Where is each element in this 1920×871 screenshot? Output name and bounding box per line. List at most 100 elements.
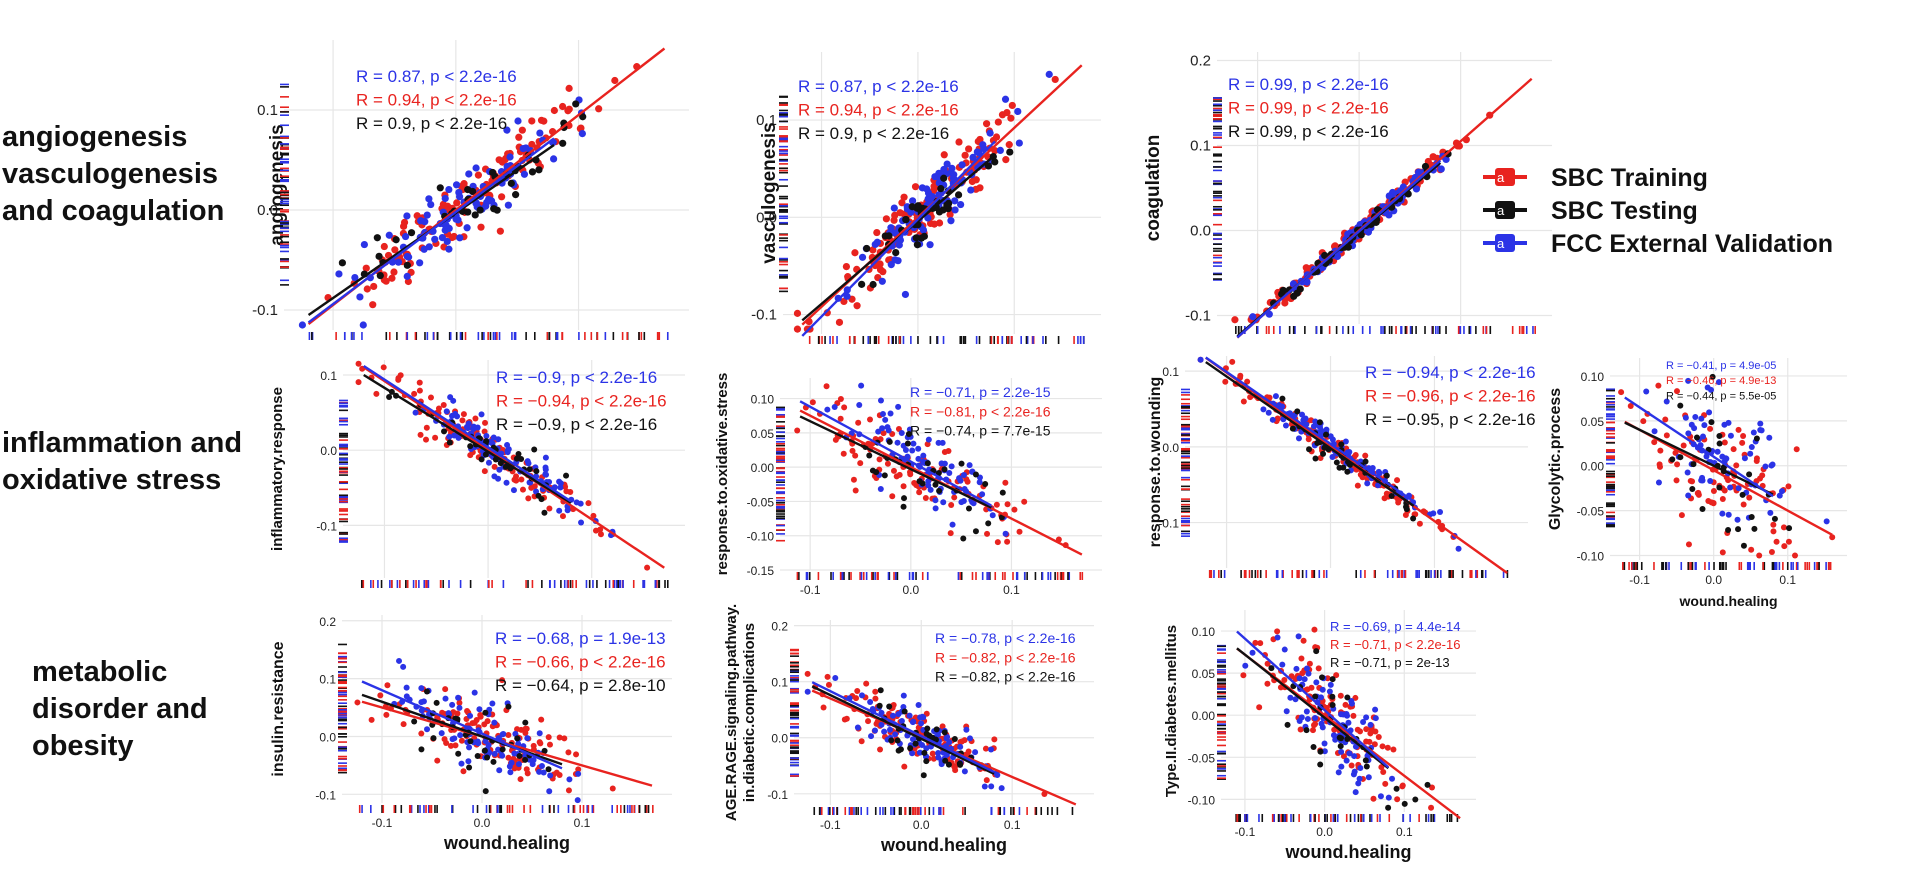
stat-label: R = 0.99, p < 2.2e-16 (1228, 75, 1389, 94)
data-point (1244, 378, 1251, 385)
data-point (1762, 463, 1769, 470)
data-point (1363, 763, 1370, 770)
data-point (503, 126, 511, 134)
data-point (452, 742, 459, 749)
data-point (898, 718, 905, 725)
y-tick-label: 0.0 (319, 730, 336, 744)
legend-key (1495, 201, 1515, 219)
data-point (450, 232, 458, 241)
data-point (1371, 741, 1378, 748)
data-point (1348, 700, 1355, 707)
data-point (403, 272, 411, 280)
data-point (491, 463, 498, 470)
data-point (1344, 712, 1351, 719)
data-point (998, 514, 1005, 521)
data-point (574, 797, 581, 804)
panel-coagulation: -0.1 0.0 0.1 0.2 coagulation R = 0.99, p < 2.… (1143, 52, 1552, 339)
data-point (1716, 440, 1723, 447)
data-point (416, 379, 423, 386)
data-point (482, 451, 489, 458)
data-point (1725, 527, 1732, 534)
data-point (1428, 804, 1435, 811)
data-point (1769, 461, 1776, 468)
data-point (1348, 762, 1355, 769)
data-point (565, 749, 572, 756)
data-point (972, 176, 980, 184)
data-point (575, 770, 582, 777)
data-point (1753, 455, 1760, 462)
data-point (490, 434, 497, 441)
data-point (1296, 285, 1304, 293)
data-point (536, 768, 543, 775)
data-point (396, 657, 403, 664)
data-point (1240, 398, 1247, 405)
data-point (1693, 434, 1700, 441)
data-point (1277, 684, 1284, 691)
stat-label: R = −0.74, p = 7.7e-15 (910, 423, 1051, 439)
data-point (383, 711, 390, 718)
data-point (898, 430, 905, 437)
data-point (546, 741, 553, 748)
data-point (994, 118, 1002, 126)
data-point (915, 455, 922, 462)
data-point (804, 670, 811, 677)
data-point (484, 718, 491, 725)
data-point (505, 703, 512, 710)
data-point (884, 424, 891, 431)
data-point (1269, 416, 1276, 423)
y-tick-label: 0.1 (771, 676, 788, 690)
stat-label: R = −0.94, p < 2.2e-16 (1365, 363, 1536, 382)
data-point (1362, 458, 1369, 465)
stat-label: R = −0.82, p < 2.2e-16 (935, 669, 1076, 685)
data-point (1685, 541, 1692, 548)
data-point (1355, 780, 1362, 787)
data-point (1714, 448, 1721, 455)
data-point (1748, 546, 1755, 553)
data-point (1751, 525, 1758, 532)
data-point (1643, 388, 1650, 395)
data-point (469, 187, 477, 196)
data-point (1781, 543, 1788, 550)
data-point (871, 727, 878, 734)
data-point (947, 217, 955, 225)
data-point (905, 430, 912, 437)
data-point (513, 477, 520, 484)
panel-insulin.resistance: -0.1 0.0 0.1 0.2 -0.1 0.0 0.1 insulin.resistanc… (270, 615, 672, 853)
data-point (1338, 748, 1345, 755)
data-point (447, 394, 454, 401)
data-point (431, 235, 439, 243)
data-point (937, 185, 945, 193)
data-point (932, 505, 939, 512)
data-point (876, 266, 885, 274)
data-point (1829, 534, 1836, 541)
data-point (1338, 735, 1345, 742)
data-point (1719, 495, 1726, 502)
data-point (489, 700, 496, 707)
data-point (1378, 764, 1385, 771)
data-point (464, 425, 471, 432)
panel-inflammatory.response: -0.1 0.0 0.1 inflammatory.response R = −0.9,… (269, 360, 685, 588)
data-point (577, 500, 584, 507)
data-point (989, 512, 996, 519)
data-point (1394, 477, 1401, 484)
stat-label: R = 0.9, p < 2.2e-16 (798, 124, 949, 143)
data-point (1393, 785, 1400, 792)
data-point (908, 197, 917, 205)
data-point (923, 730, 930, 737)
data-point (823, 383, 830, 390)
data-point (1313, 679, 1320, 686)
data-point (370, 282, 378, 291)
data-point (391, 246, 399, 254)
data-point (1279, 661, 1286, 668)
data-point (1344, 243, 1352, 251)
data-point (824, 406, 831, 413)
data-point (442, 686, 449, 693)
data-point (481, 747, 488, 754)
data-point (1330, 732, 1337, 739)
data-point (1274, 628, 1281, 635)
data-point (1370, 795, 1377, 802)
data-point (427, 394, 434, 401)
data-point (894, 439, 901, 446)
data-point (1403, 506, 1410, 513)
